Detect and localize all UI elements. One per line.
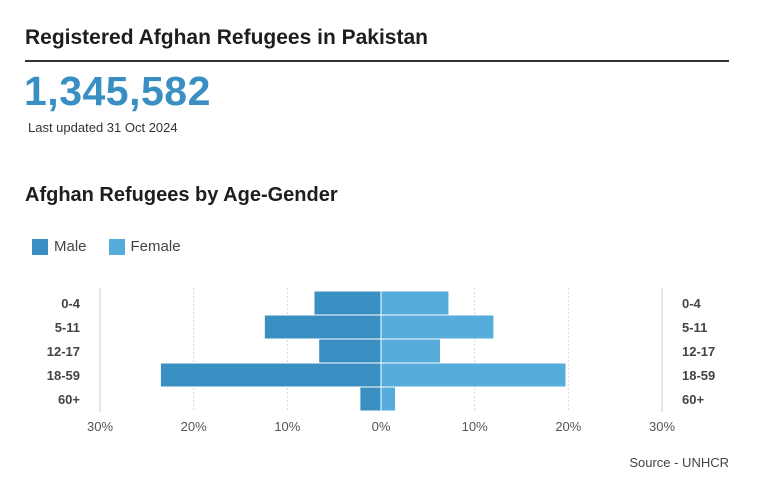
legend-item-female[interactable]: Female [108,238,181,255]
bar-male [360,387,381,411]
category-label-right: 0-4 [682,296,702,311]
category-label-right: 12-17 [682,344,715,359]
x-tick-label: 10% [274,419,300,434]
bar-female [381,339,441,363]
bar-male [160,363,381,387]
bar-female [381,363,566,387]
category-label-right: 5-11 [682,320,707,335]
category-label-left: 5-11 [55,320,80,335]
legend-label-male: Male [54,238,87,255]
category-label-right: 60+ [682,392,704,407]
page-title: Registered Afghan Refugees in Pakistan [25,26,428,49]
legend-swatch-female [108,238,125,255]
category-label-left: 0-4 [61,296,81,311]
x-tick-label: 20% [181,419,207,434]
category-label-left: 18-59 [47,368,80,383]
legend-label-female: Female [130,238,181,255]
total-refugees-value: 1,345,582 [24,68,211,114]
category-label-left: 60+ [58,392,80,407]
bar-female [381,387,396,411]
x-tick-label: 30% [649,419,675,434]
x-tick-label: 30% [87,419,113,434]
x-tick-label: 0% [372,419,391,434]
x-tick-label: 20% [555,419,581,434]
source-note: Source - UNHCR [629,455,729,470]
bar-male [314,291,381,315]
bar-female [381,315,494,339]
x-tick-label: 10% [462,419,488,434]
category-label-right: 18-59 [682,368,715,383]
legend-item-male[interactable]: Male [32,238,87,255]
bar-male [319,339,381,363]
bar-male [264,315,381,339]
title-divider [25,60,729,62]
bar-female [381,291,449,315]
chart-legend: Male Female [32,238,181,255]
legend-swatch-male [32,238,48,255]
category-label-left: 12-17 [47,344,80,359]
last-updated-text: Last updated 31 Oct 2024 [28,120,178,135]
chart-title: Afghan Refugees by Age-Gender [25,184,338,206]
